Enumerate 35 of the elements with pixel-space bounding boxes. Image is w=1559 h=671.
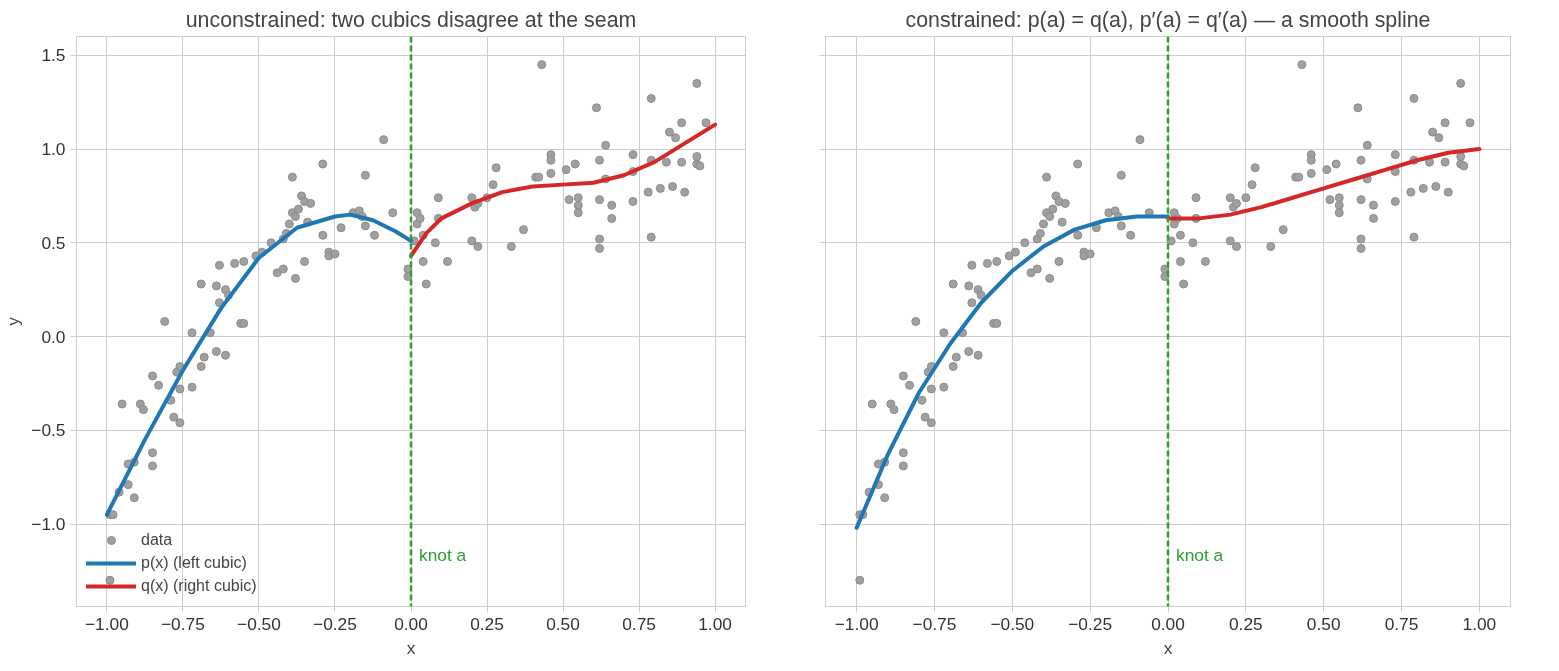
- x-tick-label: −0.75: [161, 613, 205, 634]
- chart-title: constrained: p(a) = q(a), p′(a) = q′(a) — a smooth spline: [905, 7, 1431, 32]
- legend-label: q(x) (right cubic): [141, 577, 257, 595]
- x-axis-title: x: [1163, 637, 1173, 658]
- x-tick-label: 0.50: [1306, 613, 1341, 634]
- x-tick-label: −0.25: [313, 613, 357, 634]
- ref-line-label: knot a: [419, 545, 467, 566]
- x-tick-label: −0.50: [990, 613, 1035, 634]
- x-tick-label: 0.75: [622, 613, 656, 634]
- x-tick-label: 0.25: [470, 613, 504, 634]
- x-tick-label: −0.50: [237, 613, 281, 634]
- y-axis-title: y: [3, 316, 24, 326]
- y-tick-label: 1.5: [41, 45, 66, 66]
- x-tick-label: 0.25: [1228, 613, 1263, 634]
- line-series: [409, 122, 718, 258]
- x-tick-label: 1.00: [698, 613, 732, 634]
- y-tick-label: 0.0: [41, 326, 66, 347]
- x-tick-label: 0.00: [394, 613, 428, 634]
- x-tick-label: 0.75: [1384, 613, 1419, 634]
- x-tick-label: −0.75: [912, 613, 957, 634]
- y-tick-label: −0.5: [31, 420, 66, 441]
- x-tick-label: 0.50: [546, 613, 580, 634]
- y-tick-label: 1.0: [41, 139, 66, 159]
- y-tick-label: −1.0: [31, 514, 66, 534]
- ref-line-label: knot a: [1176, 545, 1224, 566]
- legend-label: p(x) (left cubic): [141, 554, 247, 572]
- x-tick-label: 0.00: [1151, 613, 1185, 634]
- x-tick-label: −1.00: [834, 613, 879, 634]
- y-tick-label: 0.5: [41, 232, 66, 253]
- chart-title: unconstrained: two cubics disagree at the seam: [185, 7, 637, 32]
- x-tick-label: −1.00: [84, 613, 129, 634]
- x-tick-label: −0.25: [1068, 613, 1113, 634]
- x-axis-title: x: [406, 637, 416, 658]
- x-tick-label: 1.00: [1462, 613, 1497, 634]
- legend-label: data: [141, 531, 173, 549]
